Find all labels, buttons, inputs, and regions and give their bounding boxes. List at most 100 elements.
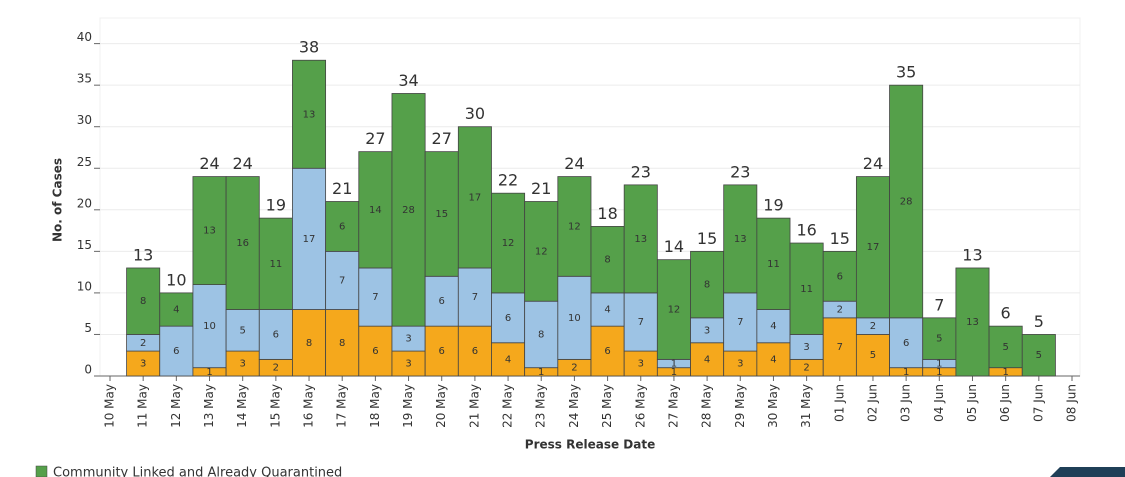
total-label: 35 bbox=[896, 63, 916, 82]
total-label: 24 bbox=[564, 154, 584, 173]
segment-label: 2 bbox=[571, 363, 577, 374]
segment-label: 6 bbox=[273, 329, 279, 340]
total-label: 10 bbox=[166, 270, 186, 289]
x-tick-label: 07 Jun bbox=[1031, 384, 1045, 422]
bar-segment bbox=[159, 292, 194, 327]
bar-segment bbox=[723, 350, 758, 377]
segment-label: 14 bbox=[369, 205, 382, 216]
segment-label: 6 bbox=[472, 346, 478, 357]
segment-label: 3 bbox=[405, 334, 411, 345]
segment-label: 1 bbox=[671, 367, 677, 378]
x-tick-label: 25 May bbox=[600, 384, 614, 428]
segment-label: 8 bbox=[140, 296, 146, 307]
segment-label: 3 bbox=[638, 359, 644, 370]
total-label: 13 bbox=[133, 245, 153, 264]
bar-segment bbox=[424, 275, 459, 327]
segment-label: 8 bbox=[704, 280, 710, 291]
bar-segment bbox=[225, 350, 260, 377]
bar-segment bbox=[358, 151, 393, 269]
segment-label: 6 bbox=[903, 338, 909, 349]
segment-label: 6 bbox=[173, 346, 179, 357]
total-label: 34 bbox=[398, 71, 418, 90]
segment-label: 13 bbox=[203, 226, 216, 237]
x-tick-label: 12 May bbox=[169, 384, 183, 428]
x-tick-label: 08 Jun bbox=[1065, 384, 1079, 422]
segment-label: 11 bbox=[800, 284, 813, 295]
legend-label: Community Linked and Already Quarantined bbox=[53, 466, 342, 477]
bar-segment bbox=[192, 176, 227, 285]
x-tick-label: 19 May bbox=[401, 384, 415, 428]
x-tick-label: 03 Jun bbox=[899, 384, 913, 422]
segment-label: 2 bbox=[837, 305, 843, 316]
segment-label: 1 bbox=[206, 367, 212, 378]
segment-label: 8 bbox=[538, 329, 544, 340]
bar-segment bbox=[789, 334, 824, 360]
bar-segment bbox=[391, 350, 426, 377]
x-tick-label: 28 May bbox=[700, 384, 714, 428]
x-tick-label: 04 Jun bbox=[932, 384, 946, 422]
segment-label: 7 bbox=[372, 292, 378, 303]
y-tick-label: 5 bbox=[84, 321, 92, 335]
x-tick-label: 27 May bbox=[666, 384, 680, 428]
y-tick-label: 35 bbox=[77, 72, 92, 86]
segment-label: 6 bbox=[372, 346, 378, 357]
bar-segment bbox=[391, 93, 426, 327]
x-tick-label: 02 Jun bbox=[865, 384, 879, 422]
bar-segment bbox=[623, 292, 658, 352]
bar-segment bbox=[855, 334, 890, 377]
bar-segment bbox=[922, 317, 957, 360]
bar-segment bbox=[855, 176, 890, 319]
segment-label: 2 bbox=[803, 363, 809, 374]
bar-segment bbox=[557, 176, 592, 277]
segment-label: 3 bbox=[704, 325, 710, 336]
bar-segment bbox=[723, 292, 758, 352]
y-tick-label: 30 bbox=[77, 113, 92, 127]
segment-label: 7 bbox=[472, 292, 478, 303]
total-label: 23 bbox=[631, 162, 651, 181]
total-label: 13 bbox=[962, 245, 982, 264]
bar-segment bbox=[424, 151, 459, 277]
total-label: 18 bbox=[597, 204, 617, 223]
y-tick-label: 0 bbox=[84, 363, 92, 377]
x-tick-label: 01 Jun bbox=[832, 384, 846, 422]
bar-segment bbox=[889, 84, 924, 319]
segment-label: 4 bbox=[604, 305, 610, 316]
total-label: 5 bbox=[1034, 312, 1044, 331]
x-tick-label: 26 May bbox=[633, 384, 647, 428]
y-axis-label: No. of Cases bbox=[51, 158, 65, 242]
bar-segment bbox=[590, 292, 625, 327]
x-tick-label: 29 May bbox=[733, 384, 747, 428]
bar-segment bbox=[292, 167, 327, 310]
segment-label: 17 bbox=[469, 192, 482, 203]
bar-segment bbox=[491, 192, 526, 294]
bar-segment bbox=[457, 126, 492, 269]
total-label: 14 bbox=[664, 237, 684, 256]
segment-label: 12 bbox=[568, 221, 581, 232]
segment-label: 6 bbox=[837, 271, 843, 282]
x-axis-label: Press Release Date bbox=[525, 438, 655, 452]
segment-label: 4 bbox=[505, 354, 511, 365]
total-label: 23 bbox=[730, 162, 750, 181]
bar-segment bbox=[258, 217, 293, 310]
segment-label: 8 bbox=[306, 338, 312, 349]
segment-label: 8 bbox=[604, 255, 610, 266]
segment-label: 1 bbox=[903, 367, 909, 378]
x-tick-label: 05 Jun bbox=[965, 384, 979, 422]
bar-segment bbox=[292, 309, 327, 377]
segment-label: 16 bbox=[236, 238, 249, 249]
x-tick-label: 15 May bbox=[268, 384, 282, 428]
x-tick-label: 06 Jun bbox=[998, 384, 1012, 422]
bar-segment bbox=[192, 284, 227, 369]
segment-label: 3 bbox=[737, 359, 743, 370]
segment-label: 12 bbox=[668, 305, 681, 316]
x-tick-label: 10 May bbox=[103, 384, 117, 428]
segment-label: 13 bbox=[634, 234, 647, 245]
segment-label: 6 bbox=[439, 346, 445, 357]
decoration bbox=[1050, 467, 1125, 477]
x-tick-label: 30 May bbox=[766, 384, 780, 428]
total-label: 24 bbox=[863, 154, 883, 173]
segment-label: 17 bbox=[867, 242, 880, 253]
total-label: 27 bbox=[432, 129, 452, 148]
bar-segment bbox=[1021, 334, 1056, 377]
segment-label: 2 bbox=[870, 321, 876, 332]
